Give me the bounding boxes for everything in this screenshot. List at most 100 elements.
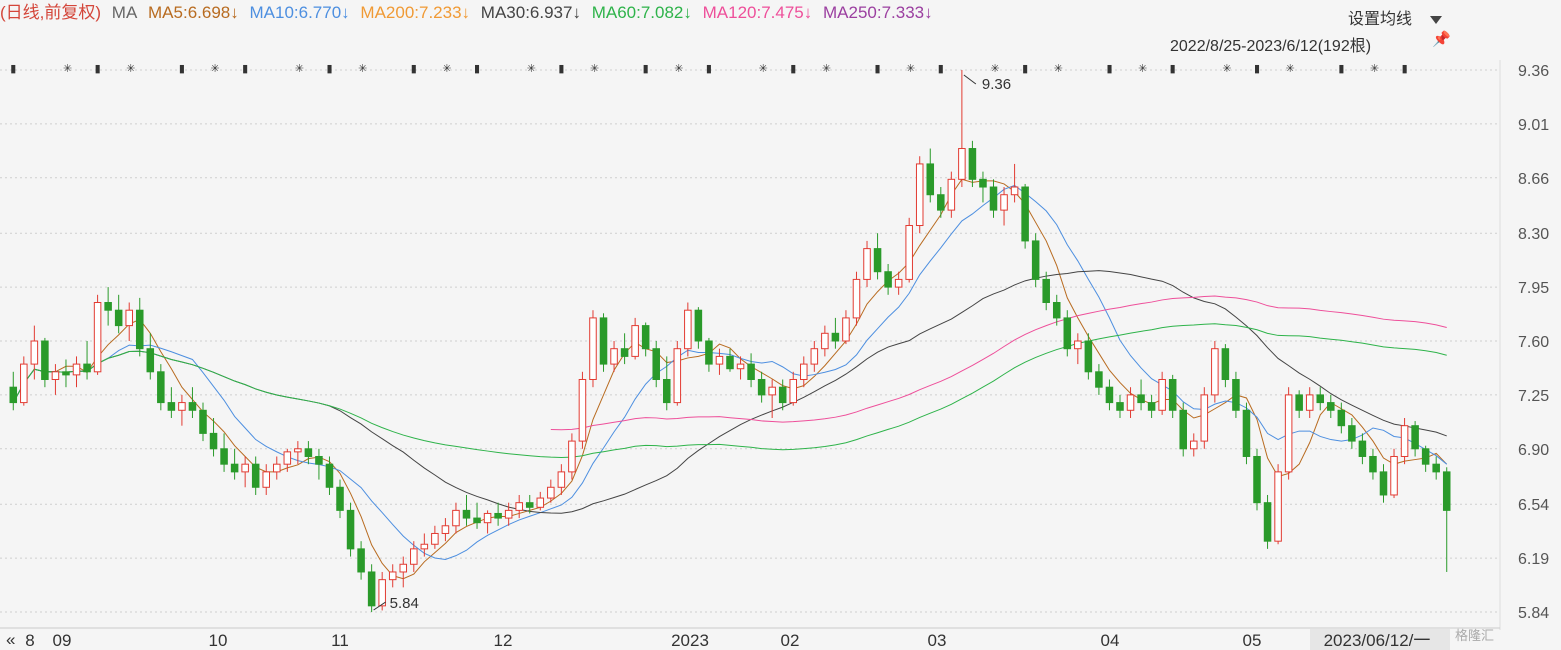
candle bbox=[1242, 402, 1251, 465]
event-marker-icon: ▮ bbox=[1106, 63, 1112, 75]
ma-prefix: MA bbox=[111, 3, 138, 22]
candle bbox=[1200, 387, 1209, 449]
candle-body bbox=[93, 302, 102, 373]
candle bbox=[1411, 421, 1419, 457]
event-marker-icon: ▮ bbox=[10, 63, 16, 75]
candle-body bbox=[1168, 378, 1177, 411]
candle bbox=[188, 387, 197, 418]
candle-body bbox=[715, 355, 724, 365]
candle-body bbox=[1000, 194, 1008, 211]
x-tick-label: 8 bbox=[25, 631, 34, 650]
pin-icon[interactable]: 📌 bbox=[1432, 31, 1451, 48]
event-marker-icon: ✳ bbox=[906, 63, 915, 75]
candle bbox=[1189, 433, 1198, 457]
candle bbox=[694, 307, 703, 349]
candle-body bbox=[1074, 340, 1082, 350]
candle-body bbox=[146, 348, 155, 373]
candle bbox=[852, 271, 861, 326]
candle-body bbox=[610, 348, 618, 365]
candle-body bbox=[863, 248, 871, 280]
candle-body bbox=[1442, 471, 1451, 511]
candle bbox=[905, 217, 913, 283]
candle bbox=[157, 364, 165, 411]
low-arrow bbox=[373, 601, 386, 611]
candle-body bbox=[83, 363, 91, 373]
y-axis: 9.36 9.01 8.66 8.30 7.95 7.60 7.25 6.90 6.54 6.19… bbox=[1518, 63, 1549, 622]
candle bbox=[631, 317, 639, 360]
candle-body bbox=[894, 278, 903, 288]
candle bbox=[336, 479, 344, 519]
candle-body bbox=[1137, 394, 1145, 404]
candle bbox=[135, 297, 144, 357]
brand-logo: 格隆汇 bbox=[1455, 628, 1495, 643]
candle bbox=[1432, 456, 1440, 480]
x-axis: 8 09 10 11 12 2023 02 03 04 05 2023/06/12/一 « bbox=[0, 627, 1500, 650]
y-tick-label: 8.66 bbox=[1518, 171, 1549, 188]
candle bbox=[947, 171, 956, 218]
event-marker-icon: ▮ bbox=[1022, 63, 1028, 75]
event-marker-icon: ✳ bbox=[1054, 63, 1063, 75]
candle bbox=[346, 502, 355, 557]
candle-body bbox=[367, 571, 376, 607]
candle bbox=[1158, 371, 1166, 415]
candle-body bbox=[1031, 240, 1040, 280]
candle-body bbox=[251, 463, 260, 488]
candle bbox=[452, 502, 460, 534]
candle bbox=[831, 317, 840, 349]
event-marker-icon: ▮ bbox=[1402, 63, 1408, 75]
candle-body bbox=[968, 148, 977, 180]
candle bbox=[410, 541, 418, 572]
candle-body bbox=[188, 402, 197, 411]
ma-settings-button[interactable]: 设置均线 bbox=[1348, 5, 1443, 29]
candle bbox=[610, 341, 618, 372]
candle-body bbox=[536, 497, 545, 508]
ma-item-ma5: MA5:6.698↓ bbox=[148, 3, 239, 22]
chart-mode-label: (日线,前复权) bbox=[0, 3, 102, 22]
candle-body bbox=[979, 178, 987, 188]
candle bbox=[958, 70, 966, 188]
event-marker-icon: ▮ bbox=[95, 63, 101, 75]
x-tick-label: 10 bbox=[209, 631, 228, 650]
candle-body bbox=[336, 486, 344, 511]
candle bbox=[367, 564, 376, 612]
candle-body bbox=[167, 402, 176, 411]
candle-body bbox=[937, 194, 945, 211]
candle bbox=[926, 148, 935, 203]
event-marker-icon: ✳ bbox=[295, 63, 304, 75]
ma-item-ma120: MA120:7.475↓ bbox=[702, 3, 813, 22]
candle bbox=[599, 313, 608, 372]
candle-body bbox=[199, 409, 207, 434]
candle bbox=[1274, 464, 1282, 545]
candle bbox=[589, 310, 597, 388]
candle-body bbox=[831, 332, 840, 342]
candle bbox=[821, 325, 829, 357]
candle bbox=[557, 464, 566, 495]
candle bbox=[209, 417, 218, 457]
candle-body bbox=[462, 509, 471, 519]
candle bbox=[304, 441, 313, 465]
candle-body bbox=[452, 509, 460, 527]
candle-body bbox=[757, 378, 766, 396]
candle-body bbox=[504, 509, 513, 519]
candle-body bbox=[1116, 402, 1124, 411]
candle-body bbox=[821, 332, 829, 350]
candle bbox=[726, 348, 734, 372]
y-tick-label: 5.84 bbox=[1518, 605, 1549, 622]
candle-body bbox=[1042, 278, 1050, 304]
candle bbox=[673, 341, 682, 406]
ma5-line bbox=[12, 178, 1448, 580]
candle-body bbox=[357, 548, 365, 573]
candle bbox=[62, 359, 70, 388]
candle-body bbox=[125, 309, 133, 327]
candle bbox=[483, 510, 492, 534]
candle bbox=[1084, 333, 1093, 380]
candle-body bbox=[1379, 471, 1388, 496]
grid bbox=[0, 60, 1501, 630]
candle-body bbox=[1305, 394, 1314, 411]
candle bbox=[1095, 364, 1103, 395]
candle-body bbox=[378, 579, 386, 607]
candle bbox=[1137, 379, 1145, 411]
candle-body bbox=[420, 543, 429, 550]
candle bbox=[420, 533, 429, 557]
